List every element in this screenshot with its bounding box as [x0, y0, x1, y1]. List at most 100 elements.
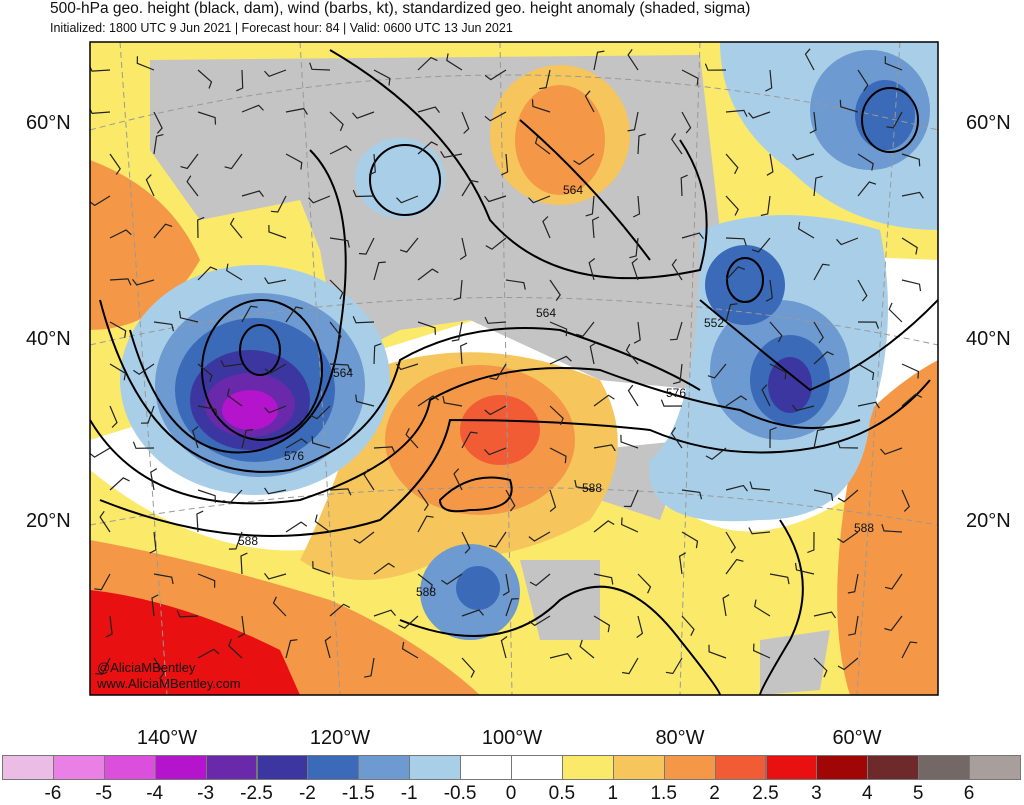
wind-barb: [460, 342, 468, 365]
wind-barb: [681, 531, 699, 549]
colorbar-swatch: [816, 755, 869, 780]
wind-barb: [229, 217, 243, 239]
wind-barb: [90, 195, 111, 207]
contour-label: 588: [854, 521, 874, 535]
wind-barb: [461, 657, 475, 678]
wind-barb: [857, 401, 880, 409]
wind-barb: [549, 279, 561, 301]
wind-barb: [285, 153, 303, 170]
wind-barb: [813, 263, 830, 281]
wind-barb: [197, 111, 217, 125]
wind-barb: [881, 524, 903, 533]
colorbar-label: 5: [912, 783, 924, 804]
watermark-handle: @AliciaMBentley: [97, 660, 196, 675]
wind-barb: [804, 48, 815, 71]
wind-barb: [880, 447, 903, 455]
wind-barb: [792, 404, 815, 412]
wind-barb: [373, 261, 386, 281]
wind-barb: [484, 447, 507, 456]
wind-barb: [813, 611, 837, 619]
wind-barb: [794, 562, 815, 575]
colorbar-swatch: [358, 755, 411, 780]
anomaly-negative-west-core: [222, 390, 278, 430]
wind-barb: [459, 237, 467, 260]
wind-barb: [705, 447, 727, 461]
wind-barb: [813, 657, 828, 678]
wind-barb: [549, 447, 567, 464]
wind-barb: [836, 237, 859, 246]
wind-barb: [396, 363, 419, 371]
wind-barb: [223, 489, 243, 504]
wind-barb: [417, 106, 440, 113]
wind-barb: [576, 321, 595, 337]
wind-barb: [593, 50, 605, 71]
wind-barb: [813, 428, 825, 449]
wind-barb: [105, 615, 113, 638]
wind-barb: [633, 321, 641, 344]
wind-barb: [140, 405, 155, 424]
wind-barb: [725, 484, 748, 492]
wind-barb: [725, 153, 739, 175]
wind-barb: [353, 531, 375, 544]
wind-barb: [574, 479, 595, 491]
contour-label: 588: [416, 585, 436, 599]
wind-barb: [725, 237, 747, 246]
wind-barb: [373, 69, 391, 86]
wind-barb: [857, 181, 877, 197]
wind-barb: [748, 111, 771, 119]
wind-barb: [352, 316, 375, 324]
colorbar-swatch: [256, 755, 309, 780]
wind-barb: [396, 195, 419, 204]
wind-barb: [153, 134, 164, 155]
wind-barb: [637, 133, 646, 155]
wind-barb: [149, 531, 157, 554]
wind-barb: [485, 237, 507, 250]
wind-barb: [748, 527, 771, 535]
contour-label: 564: [333, 366, 353, 380]
wind-barb: [670, 133, 683, 155]
wind-barb: [528, 195, 551, 204]
wind-barb: [311, 435, 331, 449]
wind-barb: [132, 278, 155, 286]
wind-barb: [197, 489, 216, 503]
wind-barb: [708, 644, 727, 659]
wind-barb: [329, 321, 342, 343]
wind-barb: [484, 195, 507, 203]
wind-barb: [549, 653, 572, 660]
wind-barb: [440, 150, 463, 158]
wind-barb: [401, 641, 419, 659]
wind-barb: [268, 224, 287, 239]
wind-barb: [502, 573, 510, 596]
wind-barb: [766, 153, 774, 176]
wind-barb: [484, 111, 507, 122]
contour-label: 552: [704, 316, 724, 330]
wind-barb: [228, 531, 243, 550]
wind-barb: [264, 363, 287, 374]
colorbar-label: 2: [709, 783, 720, 804]
wind-barb: [549, 321, 568, 337]
lon-label-60w: 60°W: [832, 727, 882, 749]
wind-barb: [765, 69, 773, 92]
wind-barb: [813, 321, 824, 344]
colorbar-label: 4: [862, 783, 873, 804]
wind-barb: [136, 56, 155, 71]
colorbar-swatch: [205, 755, 258, 780]
wind-barb: [585, 195, 595, 217]
wind-barb: [807, 531, 815, 554]
wind-barb: [352, 111, 375, 119]
wind-barb: [153, 223, 173, 239]
wind-barb: [285, 107, 308, 115]
wind-barb: [451, 321, 463, 342]
wind-barb: [629, 237, 639, 259]
wind-barb: [857, 321, 880, 329]
wind-barb: [417, 321, 436, 335]
colorbar-swatch: [52, 755, 105, 780]
wind-barb: [417, 141, 438, 155]
wind-barb: [441, 573, 463, 585]
wind-barb: [857, 279, 868, 302]
wind-barb: [769, 426, 777, 449]
wind-barb: [197, 573, 216, 588]
wind-barb: [489, 363, 507, 380]
wind-barb: [549, 489, 557, 512]
wind-barb: [240, 552, 248, 575]
